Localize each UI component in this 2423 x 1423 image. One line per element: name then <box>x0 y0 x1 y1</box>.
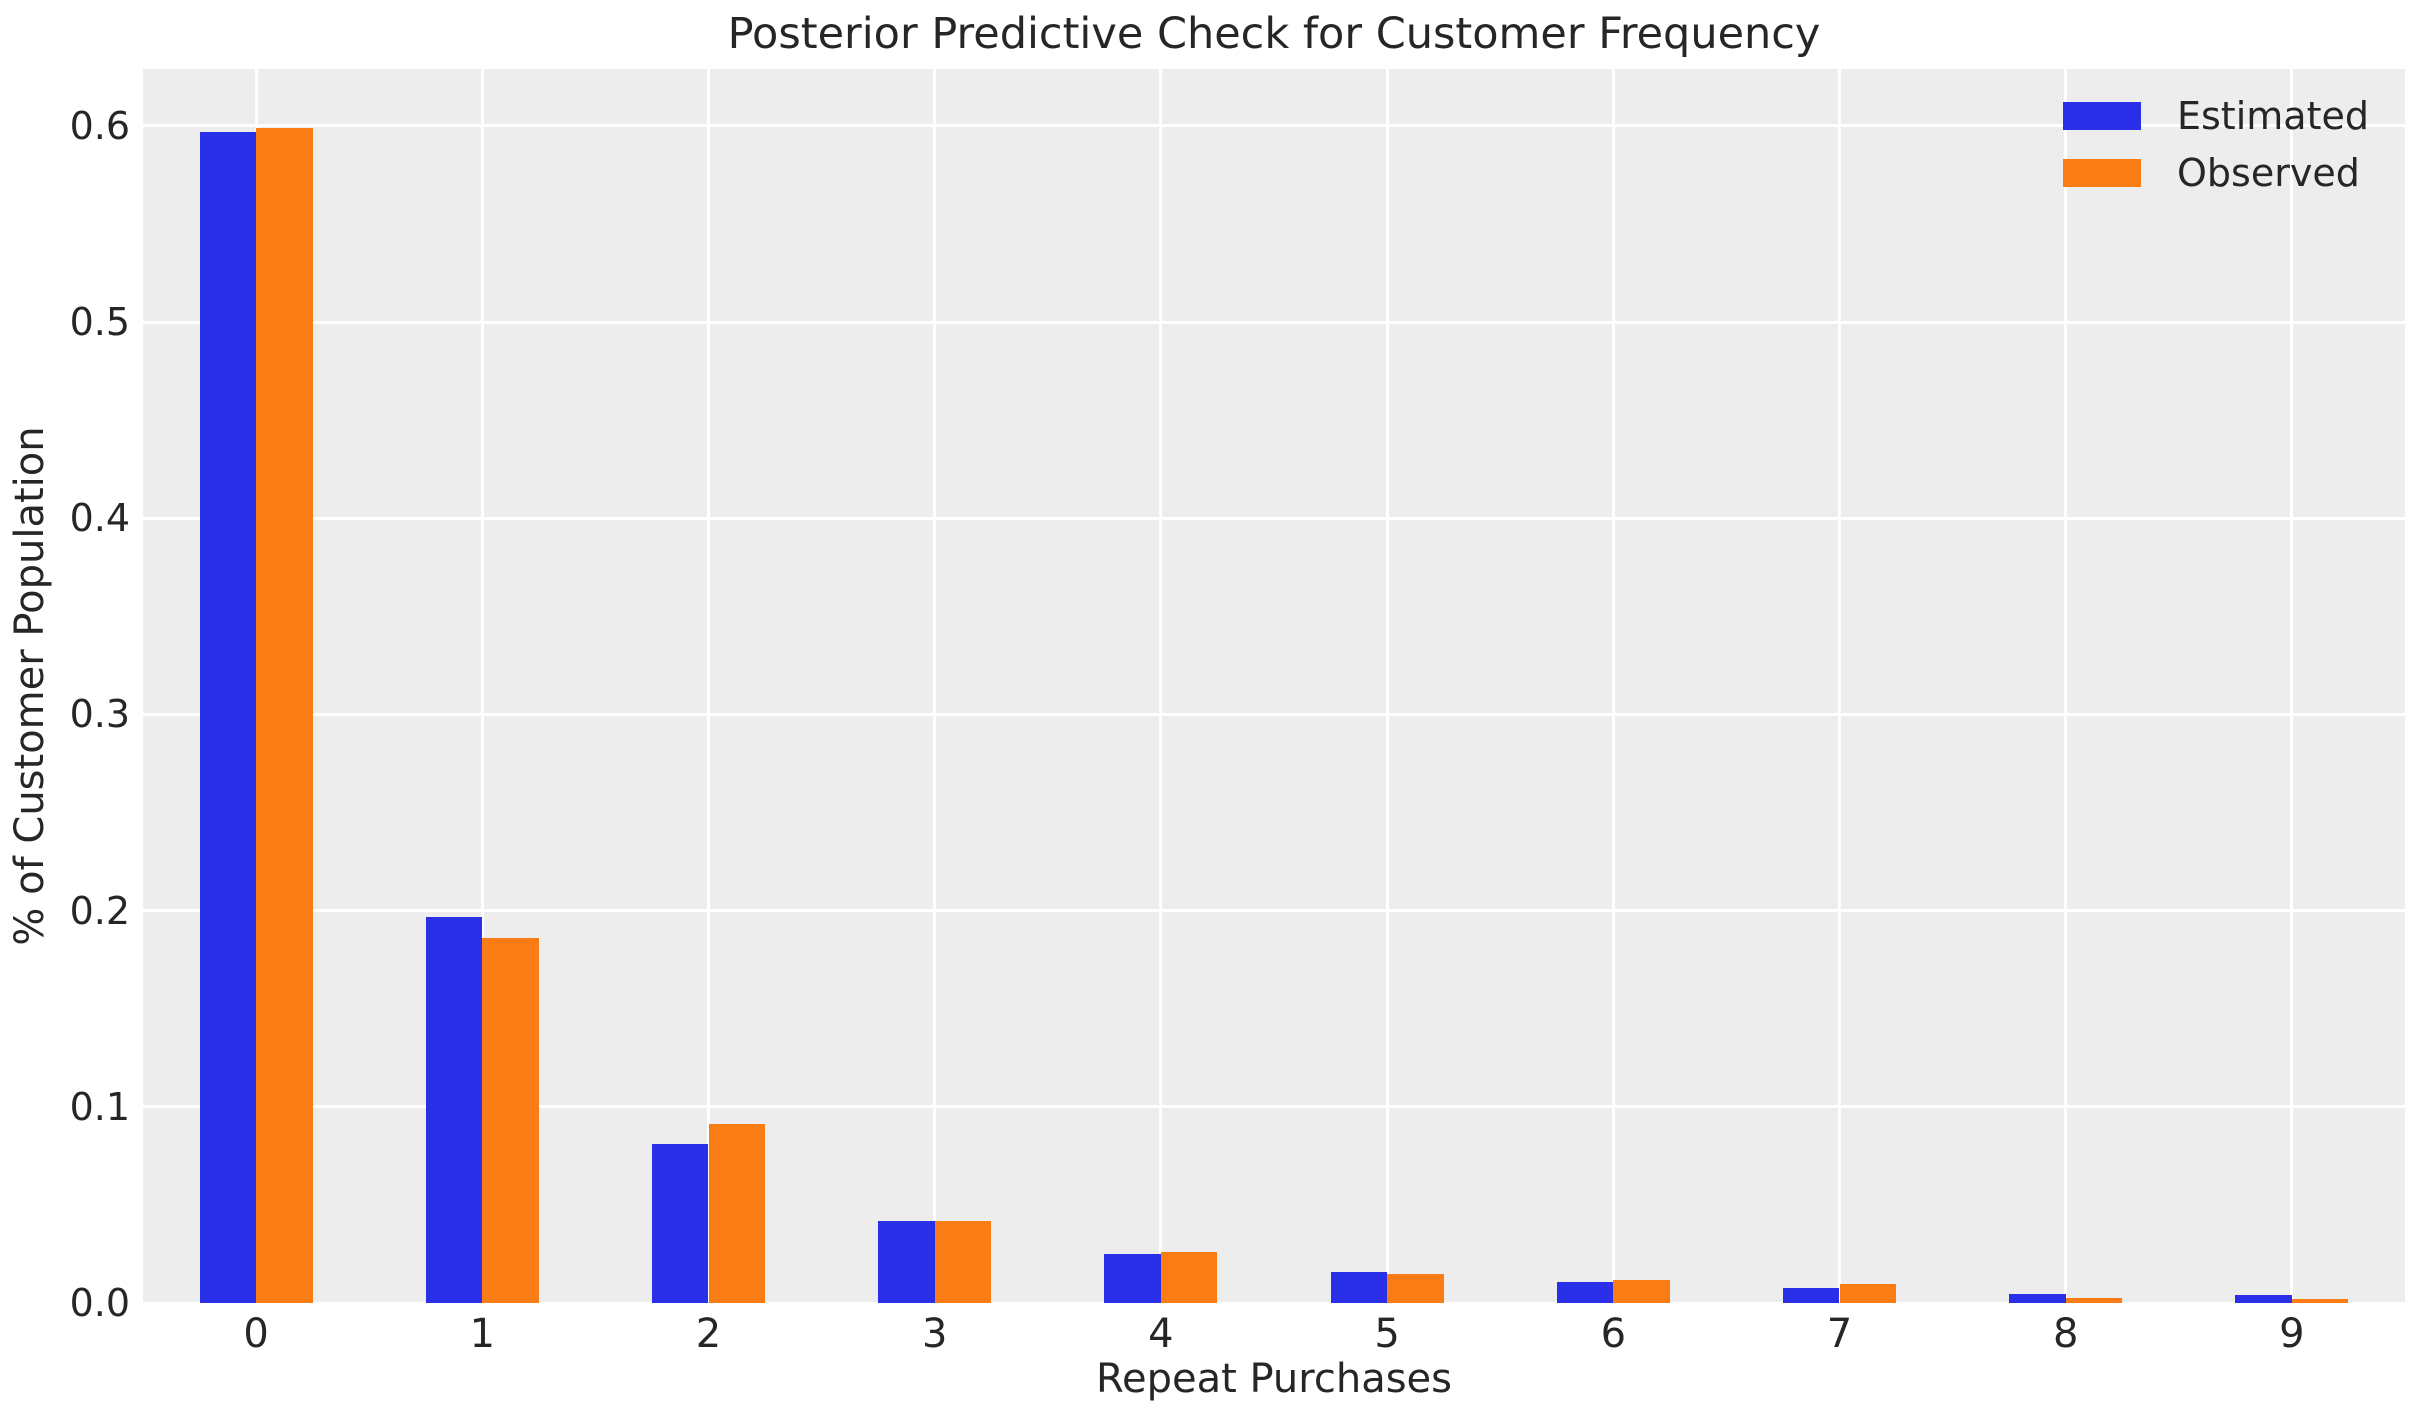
gridline-x-2 <box>707 69 710 1303</box>
legend-label-observed: Observed <box>2177 151 2360 195</box>
bar-estimated-3 <box>878 1220 935 1303</box>
gridline-y-0.1 <box>143 1105 2405 1109</box>
bar-estimated-1 <box>425 916 483 1303</box>
gridline-x-7 <box>1838 69 1841 1303</box>
legend-item-observed: Observed <box>2063 154 2369 192</box>
bar-estimated-7 <box>1782 1288 1840 1303</box>
legend: Estimated Observed <box>2063 97 2369 216</box>
gridline-y-0.3 <box>143 712 2405 716</box>
y-tick-label-0.4: 0.4 <box>69 496 130 541</box>
gridline-y-0.4 <box>143 516 2405 520</box>
legend-swatch-estimated <box>2063 102 2141 130</box>
bar-estimated-9 <box>2235 1294 2292 1303</box>
bar-observed-8 <box>2065 1297 2123 1303</box>
gridline-x-4 <box>1159 69 1163 1303</box>
bar-estimated-6 <box>1556 1282 1614 1303</box>
gridline-y-0.2 <box>143 909 2405 913</box>
x-tick-label-6: 6 <box>1600 1311 1627 1357</box>
y-tick-label-0.3: 0.3 <box>69 692 130 737</box>
y-tick-label-0.0: 0.0 <box>69 1281 130 1325</box>
gridline-y-0 <box>143 1301 2405 1305</box>
bar-estimated-4 <box>1104 1253 1161 1303</box>
x-tick-label-5: 5 <box>1374 1311 1400 1357</box>
legend-label-estimated: Estimated <box>2177 94 2369 138</box>
bar-observed-0 <box>256 127 313 1303</box>
bar-observed-5 <box>1387 1273 1444 1303</box>
y-tick-label-0.5: 0.5 <box>69 300 130 345</box>
x-tick-label-1: 1 <box>469 1311 496 1357</box>
bar-estimated-0 <box>199 131 257 1303</box>
x-tick-label-0: 0 <box>243 1311 269 1357</box>
gridline-x-5 <box>1385 69 1389 1303</box>
gridline-x-1 <box>480 69 484 1303</box>
gridline-x-6 <box>1611 69 1615 1303</box>
gridline-y-0.5 <box>143 320 2405 324</box>
legend-item-estimated: Estimated <box>2063 97 2369 135</box>
bar-observed-7 <box>1839 1284 1897 1303</box>
y-tick-label-0.6: 0.6 <box>69 103 130 148</box>
x-tick-label-8: 8 <box>2052 1311 2079 1357</box>
x-axis-label: Repeat Purchases <box>1096 1356 1452 1402</box>
x-tick-label-7: 7 <box>1826 1311 1853 1357</box>
bar-estimated-8 <box>2009 1293 2066 1303</box>
x-tick-label-2: 2 <box>695 1311 722 1357</box>
legend-swatch-observed <box>2063 159 2141 187</box>
x-tick-label-4: 4 <box>1148 1311 1174 1357</box>
bar-observed-4 <box>1160 1252 1218 1303</box>
x-tick-label-9: 9 <box>2279 1311 2305 1357</box>
bar-estimated-5 <box>1330 1271 1388 1303</box>
axes: Estimated Observed <box>143 69 2405 1305</box>
bar-observed-6 <box>1613 1279 1670 1303</box>
y-tick-label-0.2: 0.2 <box>69 888 130 933</box>
gridline-x-3 <box>933 69 937 1303</box>
gridline-x-8 <box>2064 69 2068 1303</box>
bar-observed-9 <box>2291 1299 2349 1303</box>
bar-observed-1 <box>482 938 539 1303</box>
chart-title: Posterior Predictive Check for Customer … <box>727 9 1821 59</box>
bar-estimated-2 <box>651 1144 709 1303</box>
gridline-y-0.6 <box>143 124 2405 128</box>
gridline-x-9 <box>2290 69 2294 1303</box>
x-tick-label-3: 3 <box>921 1311 948 1357</box>
bar-observed-3 <box>934 1220 992 1303</box>
y-tick-label-0.1: 0.1 <box>69 1084 130 1129</box>
bar-observed-2 <box>708 1124 766 1303</box>
